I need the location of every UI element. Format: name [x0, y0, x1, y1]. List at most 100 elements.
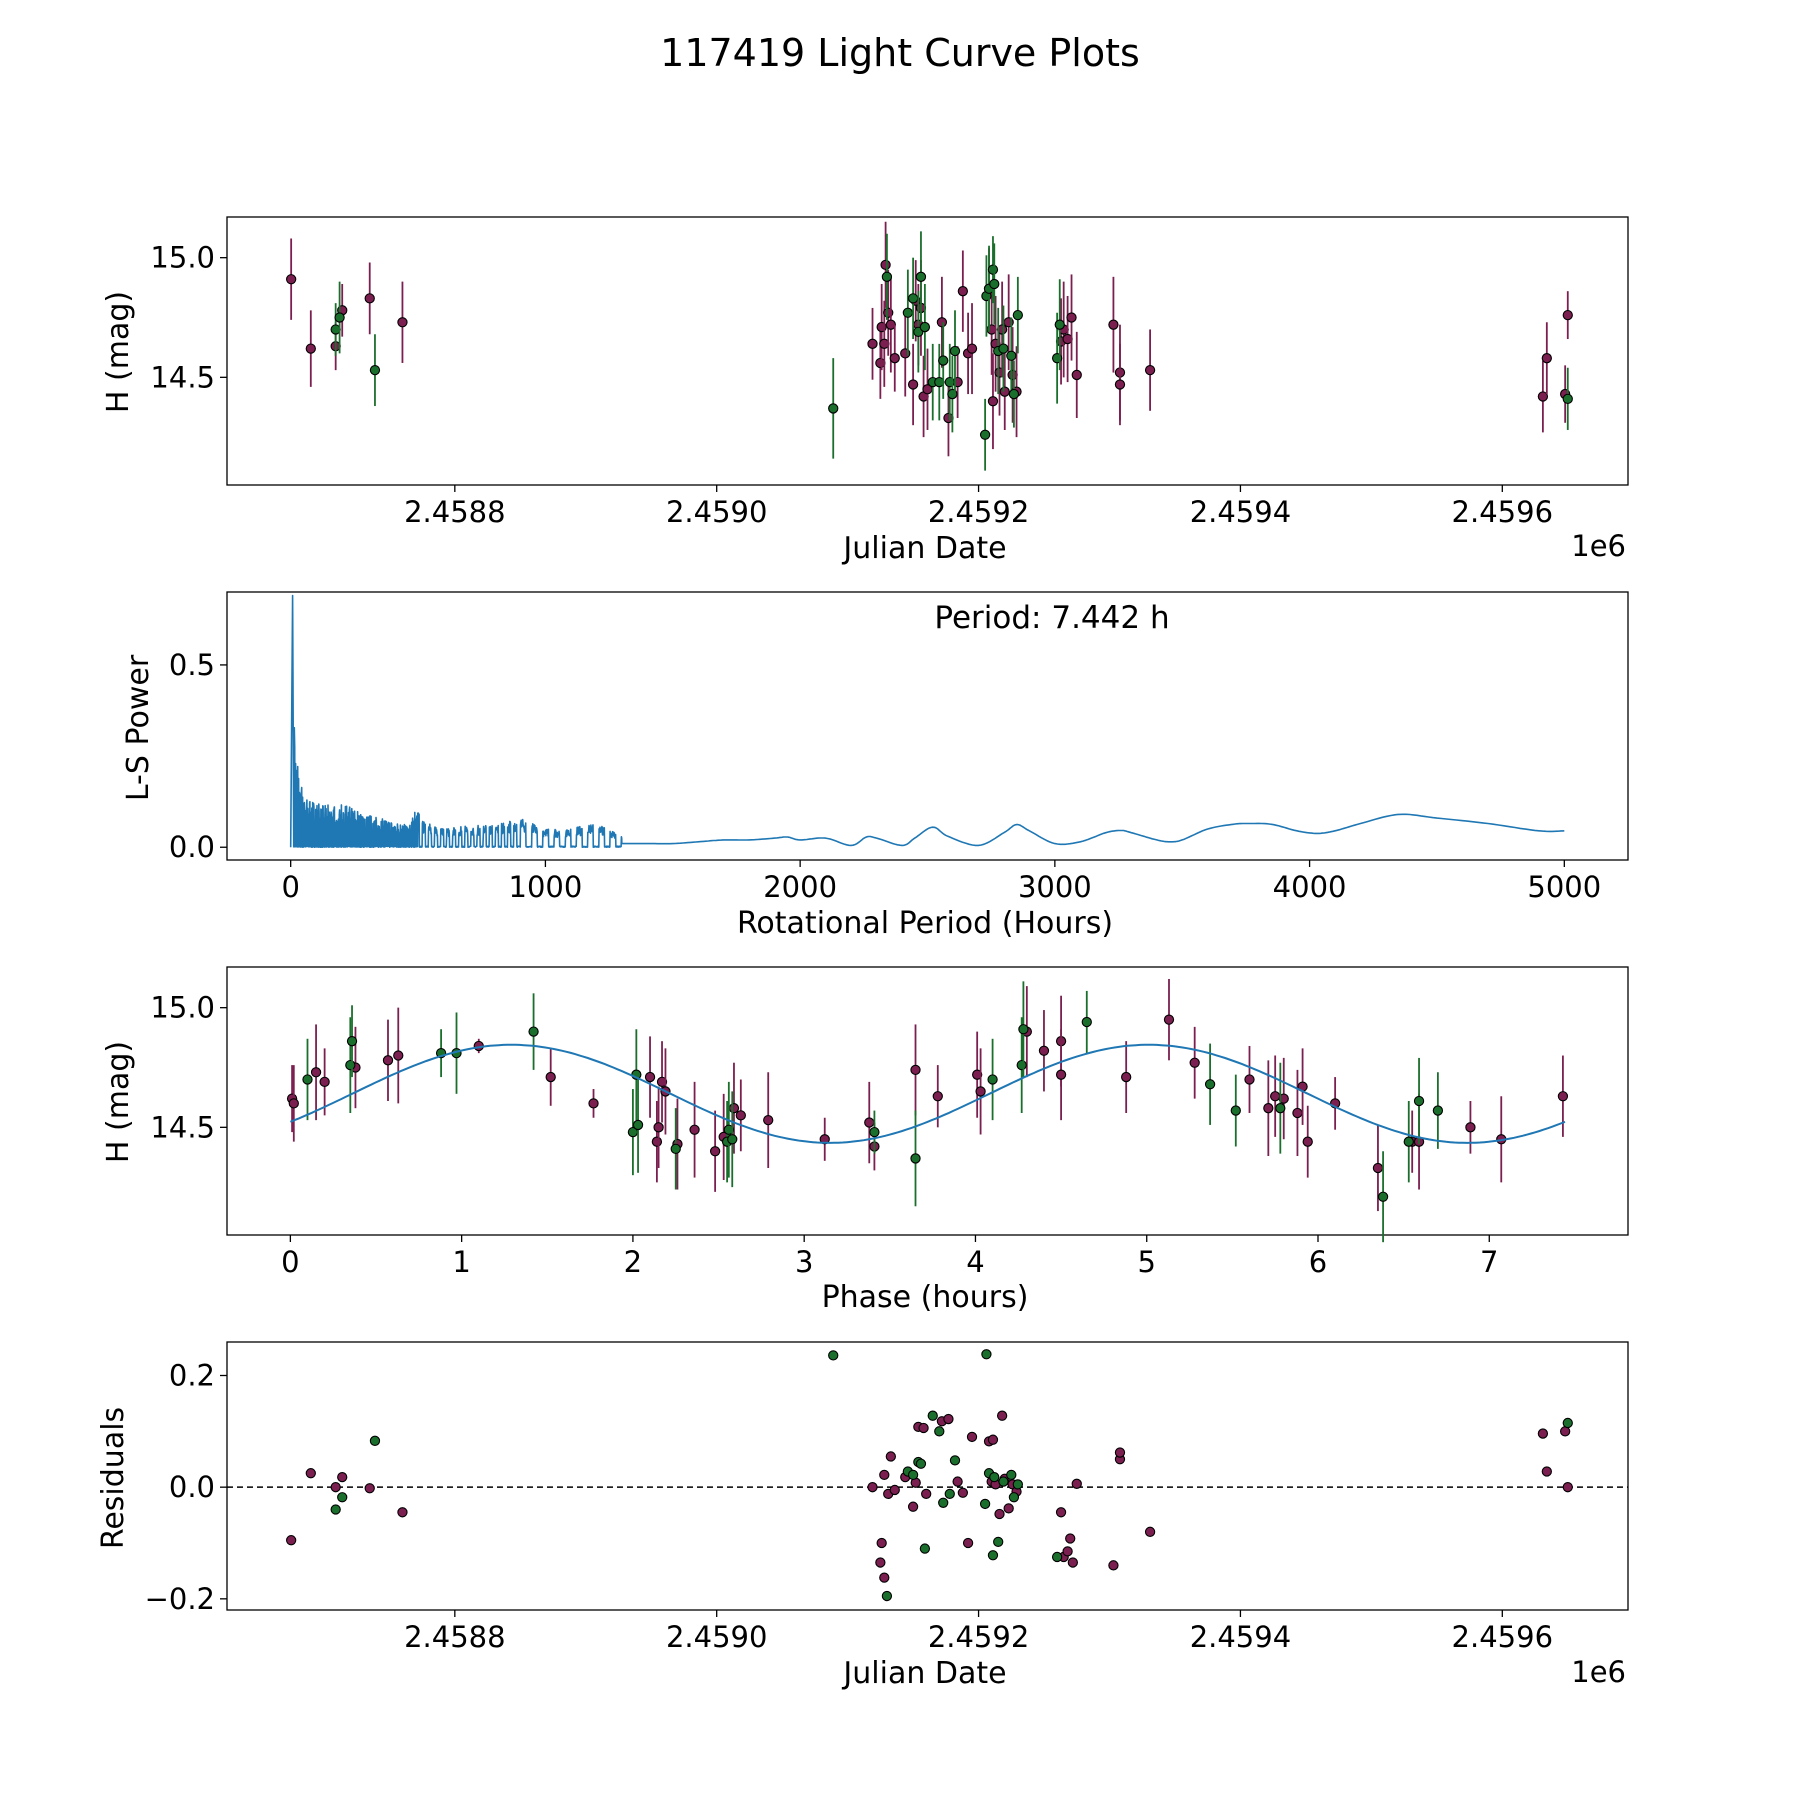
phase-folded-point-magenta: [382, 1055, 394, 1066]
residuals-point-green: [369, 1435, 381, 1446]
light-curve-point-magenta: [1108, 319, 1119, 330]
panel-light-curve: Julian Date H (mag) 1e6 2.4588 2.4590 2.45…: [101, 216, 1629, 566]
phase-folded-point-magenta: [1121, 1071, 1132, 1083]
phase-folded-point-magenta: [728, 1103, 740, 1114]
light-curve-xtick-label: 2.4594: [1190, 495, 1291, 529]
residuals-xtick-label: 2.4590: [666, 1620, 767, 1654]
residuals-ytick-label: −0.2: [145, 1582, 215, 1616]
light-curve-point-magenta: [364, 293, 375, 304]
phase-folded-point-green: [632, 1119, 644, 1131]
light-curve-point-green: [1012, 309, 1023, 321]
periodogram-frame: [226, 591, 1629, 861]
panel-light-curve-offset-label: 1e6: [1571, 529, 1626, 563]
phase-folded-point-magenta: [310, 1067, 322, 1078]
light-curve-point-magenta: [936, 317, 948, 328]
phase-folded-point-magenta: [932, 1091, 943, 1102]
light-curve-point-magenta: [987, 396, 999, 407]
phase-folded-point-magenta: [588, 1098, 599, 1109]
light-curve-xtick-label: 2.4588: [404, 495, 505, 529]
residuals-point-magenta: [337, 1471, 348, 1483]
light-curve-point-magenta: [1144, 364, 1156, 376]
phase-folded-xtick-label: 7: [1480, 1245, 1498, 1279]
residuals-point-magenta: [1537, 1428, 1549, 1439]
residuals-ytick-label: 0.2: [169, 1359, 215, 1393]
residuals-point-magenta: [996, 1410, 1008, 1421]
light-curve-point-magenta: [1541, 353, 1552, 364]
phase-folded-point-magenta: [288, 1098, 299, 1109]
residuals-point-magenta: [987, 1434, 999, 1445]
phase-folded-point-magenta: [763, 1114, 774, 1126]
light-curve-point-green: [1562, 393, 1573, 405]
residuals-point-green: [1562, 1417, 1573, 1429]
light-curve-point-magenta: [880, 259, 891, 271]
periodogram-ytick-label: 0.0: [169, 830, 215, 864]
panel-periodogram: Rotational Period (Hours) L-S Power Peri…: [121, 591, 1629, 941]
light-curve-point-green: [979, 429, 991, 440]
light-curve-point-green: [907, 293, 919, 304]
figure-title: 117419 Light Curve Plots: [660, 31, 1140, 75]
residuals-point-magenta: [1114, 1447, 1126, 1458]
periodogram-xtick-label: 1000: [509, 870, 583, 904]
residuals-point-magenta: [957, 1487, 969, 1498]
phase-folded-point-magenta: [1163, 1014, 1175, 1025]
residuals-point-magenta: [885, 1451, 896, 1462]
light-curve-ytick-label: 14.5: [150, 360, 215, 394]
residuals-point-magenta: [994, 1508, 1005, 1520]
light-curve-point-green: [987, 264, 999, 275]
phase-folded-point-green: [1432, 1105, 1444, 1116]
light-curve-point-green: [1006, 350, 1017, 361]
phase-folded-point-green: [1204, 1079, 1216, 1090]
light-curve-point-magenta: [957, 286, 969, 297]
phase-folded-point-magenta: [1244, 1074, 1255, 1085]
phase-folded-point-magenta: [864, 1117, 875, 1128]
residuals-point-magenta: [1055, 1507, 1067, 1518]
phase-folded-point-magenta: [910, 1064, 921, 1076]
phase-folded-point-green: [987, 1074, 998, 1085]
phase-folded-xtick-label: 2: [624, 1245, 642, 1279]
light-curve-point-magenta: [1071, 369, 1082, 381]
residuals-point-green: [337, 1492, 348, 1503]
light-curve-point-magenta: [1562, 309, 1573, 321]
residuals-point-magenta: [952, 1476, 963, 1487]
panel-residuals-offset-label: 1e6: [1571, 1655, 1626, 1689]
phase-folded-point-magenta: [653, 1122, 664, 1133]
periodogram-xtick-label: 2000: [763, 870, 837, 904]
light-curve-ytick-label: 15.0: [150, 241, 215, 275]
phase-folded-xtick-label: 6: [1309, 1245, 1327, 1279]
light-curve-point-green: [334, 312, 345, 323]
residuals-point-magenta: [1562, 1482, 1573, 1493]
periodogram-xtick-label: 3000: [1018, 870, 1092, 904]
phase-folded-point-green: [727, 1134, 738, 1145]
periodogram-ytick-label: 0.5: [169, 648, 215, 682]
light-curve-point-magenta: [907, 379, 919, 390]
residuals-point-magenta: [1144, 1526, 1156, 1537]
phase-folded-point-green: [1081, 1016, 1092, 1028]
light-curve-point-magenta: [1537, 391, 1549, 402]
phase-folded-point-green: [302, 1074, 313, 1085]
residuals-point-magenta: [879, 1469, 890, 1481]
residuals-point-magenta: [907, 1501, 919, 1512]
residuals-point-magenta: [889, 1484, 900, 1496]
residuals-point-green: [927, 1410, 938, 1421]
residuals-point-green: [919, 1543, 931, 1554]
residuals-xtick-label: 2.4588: [404, 1620, 505, 1654]
residuals-point-magenta: [1541, 1466, 1552, 1477]
light-curve-point-magenta: [999, 386, 1010, 397]
residuals-point-green: [998, 1476, 1009, 1487]
residuals-point-magenta: [397, 1507, 408, 1518]
light-curve-point-magenta: [966, 343, 978, 354]
phase-folded-point-magenta: [1055, 1069, 1067, 1080]
phase-folded-point-magenta: [1292, 1107, 1303, 1119]
phase-folded-point-magenta: [819, 1134, 830, 1145]
residuals-xtick-label: 2.4592: [928, 1620, 1029, 1654]
light-curve-point-green: [947, 388, 958, 400]
phase-folded-point-green: [1018, 1024, 1029, 1035]
phase-folded-point-magenta: [545, 1071, 556, 1083]
phase-folded-point-magenta: [393, 1050, 404, 1061]
phase-folded-point-magenta: [1465, 1122, 1476, 1133]
light-curve-point-magenta: [1066, 312, 1077, 323]
panel-residuals: Julian Date Residuals 1e6 2.4588 2.4590 2.…: [96, 1341, 1629, 1691]
phase-folded-xtick-label: 3: [795, 1245, 813, 1279]
panel-light-curve-xlabel: Julian Date: [841, 531, 1006, 566]
